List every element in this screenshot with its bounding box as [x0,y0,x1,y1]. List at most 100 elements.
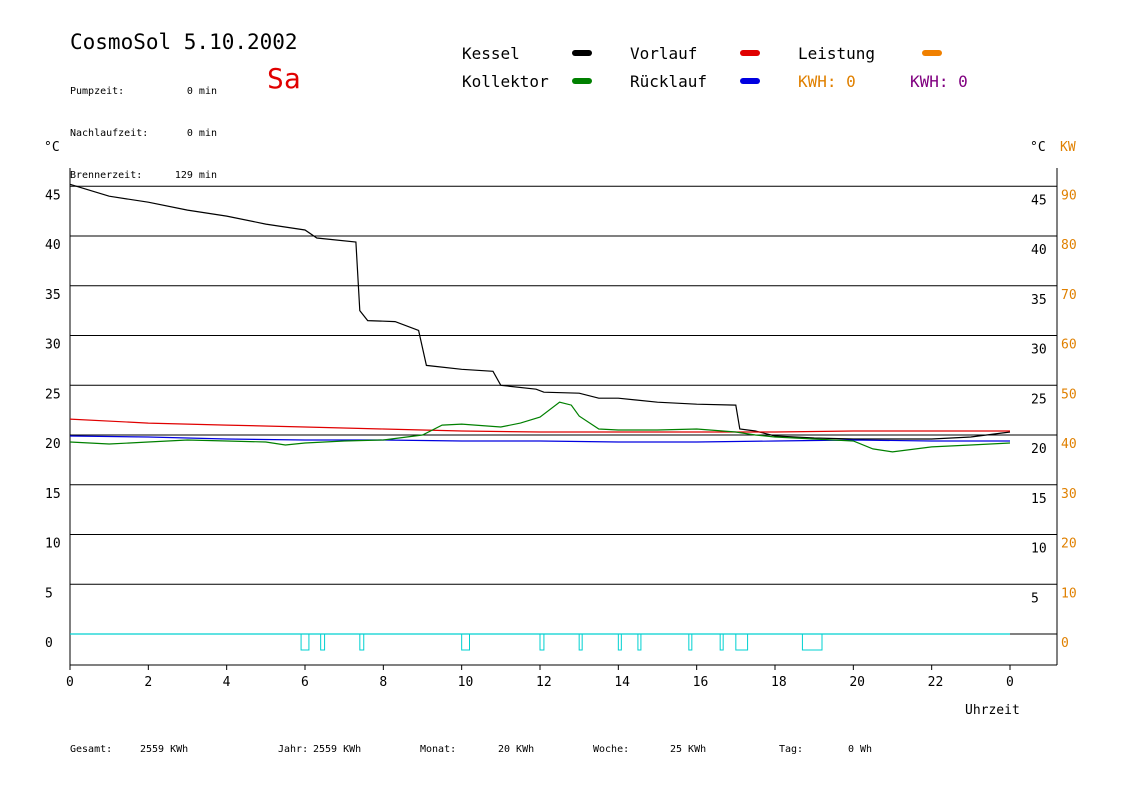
stat-label-brenner: Brennerzeit: [70,170,143,181]
weekday-label: Sa [267,62,301,95]
stat-values: 0 min 0 min 129 min [150,57,217,197]
y-tick-right: 20 [1031,442,1047,457]
pump-pulse [359,633,365,651]
stat-labels: Pumpzeit: Nachlaufzeit: Brennerzeit: [70,57,148,197]
series-line-ruecklauf [69,435,1010,443]
legend-vorlauf-swatch [740,50,760,56]
y-tick-left: 30 [45,338,61,353]
legend-ruecklauf-swatch [740,78,760,84]
y-tick-power: 90 [1061,188,1077,203]
y-tick-left: 35 [45,288,61,303]
y-tick-left: 45 [45,188,61,203]
x-tick-label: 4 [223,675,231,690]
y-tick-left: 10 [45,537,61,552]
footer-woche-value: 25 KWh [670,744,707,755]
legend-vorlauf-label: Vorlauf [630,44,698,63]
legend-kollektor-label: Kollektor [462,72,549,91]
y-tick-power: 40 [1061,437,1077,452]
y-tick-right: 30 [1031,343,1047,358]
legend-kwh2-value: 0 [958,72,968,91]
y-tick-left: 40 [45,238,61,253]
legend-kessel-swatch [572,50,592,56]
pump-pulse [578,633,583,651]
pump-pulses [300,633,823,651]
footer-woche-label: Woche: [593,744,630,755]
x-tick-label: 12 [536,675,552,690]
y-tick-power: 50 [1061,387,1077,402]
x-tick-label: 2 [144,675,152,690]
x-tick-label: 0 [1006,675,1014,690]
y-tick-power: 30 [1061,487,1077,502]
stat-value-brenner: 129 min [174,170,217,181]
x-tick-label: 10 [458,675,474,690]
y-axis-right-unit: °C [1030,140,1046,155]
chart-title: CosmoSol 5.10.2002 [70,30,298,54]
legend-kwh1: KWH: 0 [798,72,856,91]
pump-pulse [539,633,545,651]
x-tick-label: 16 [693,675,709,690]
footer-tag-label: Tag: [779,744,804,755]
x-tick-label: 0 [66,675,74,690]
legend-kwh1-label: KWH: [798,72,837,91]
y-tick-left: 0 [45,636,53,651]
y-axis-left-unit: °C [44,140,60,155]
x-axis-label: Uhrzeit [965,703,1020,718]
stat-value-nachlauf: 0 min [186,128,217,139]
pump-pulse [735,633,749,651]
y-tick-left: 25 [45,387,61,402]
series-lines [69,183,1011,635]
legend-kwh1-value: 0 [846,72,856,91]
legend-kessel-label: Kessel [462,44,520,63]
pump-pulse [688,633,693,651]
series-line-kessel [69,183,1011,440]
x-tick-label: 22 [928,675,944,690]
y-tick-right: 45 [1031,193,1047,208]
footer-jahr-value: 2559 KWh [313,744,362,755]
y-axis-power-unit: KW [1060,140,1076,155]
y-tick-power: 60 [1061,338,1077,353]
pump-pulse [300,633,310,651]
pump-pulse [801,633,823,651]
series-line-kollektor [69,401,1011,453]
stat-label-nachlauf: Nachlaufzeit: [70,128,149,139]
legend-kwh2-label: KWH: [910,72,949,91]
series-line-vorlauf [69,418,1010,433]
y-tick-left: 5 [45,586,53,601]
y-tick-power: 10 [1061,586,1077,601]
legend-kwh2: KWH: 0 [910,72,968,91]
axes [69,168,1058,670]
y-tick-left: 20 [45,437,61,452]
y-tick-left: 15 [45,487,61,502]
y-tick-right: 40 [1031,243,1047,258]
y-tick-power: 0 [1061,636,1069,651]
stat-value-pump: 0 min [186,86,217,97]
stat-label-pump: Pumpzeit: [70,86,125,97]
pump-pulse [461,633,470,651]
y-tick-power: 20 [1061,537,1077,552]
grid-lines [70,185,1057,585]
footer-monat-value: 20 KWh [498,744,535,755]
y-tick-right: 25 [1031,392,1047,407]
y-tick-right: 5 [1031,591,1039,606]
legend-leistung-swatch [922,50,942,56]
y-tick-right: 10 [1031,542,1047,557]
y-tick-right: 15 [1031,492,1047,507]
y-tick-power: 80 [1061,238,1077,253]
y-tick-power: 70 [1061,288,1077,303]
x-tick-label: 20 [849,675,865,690]
footer-jahr-label: Jahr: [278,744,309,755]
pump-pulse [320,633,326,651]
x-tick-label: 14 [614,675,630,690]
x-tick-label: 6 [301,675,309,690]
footer-gesamt-label: Gesamt: [70,744,113,755]
x-tick-label: 8 [379,675,387,690]
x-tick-label: 18 [771,675,787,690]
legend-ruecklauf-label: Rücklauf [630,72,708,91]
footer-gesamt-value: 2559 KWh [140,744,189,755]
tick-labels: 0510152025303540455101520253035404501020… [45,188,1077,690]
footer-tag-value: 0 Wh [848,744,873,755]
y-tick-right: 35 [1031,293,1047,308]
pump-pulse [719,633,724,651]
legend-leistung-label: Leistung [798,44,876,63]
